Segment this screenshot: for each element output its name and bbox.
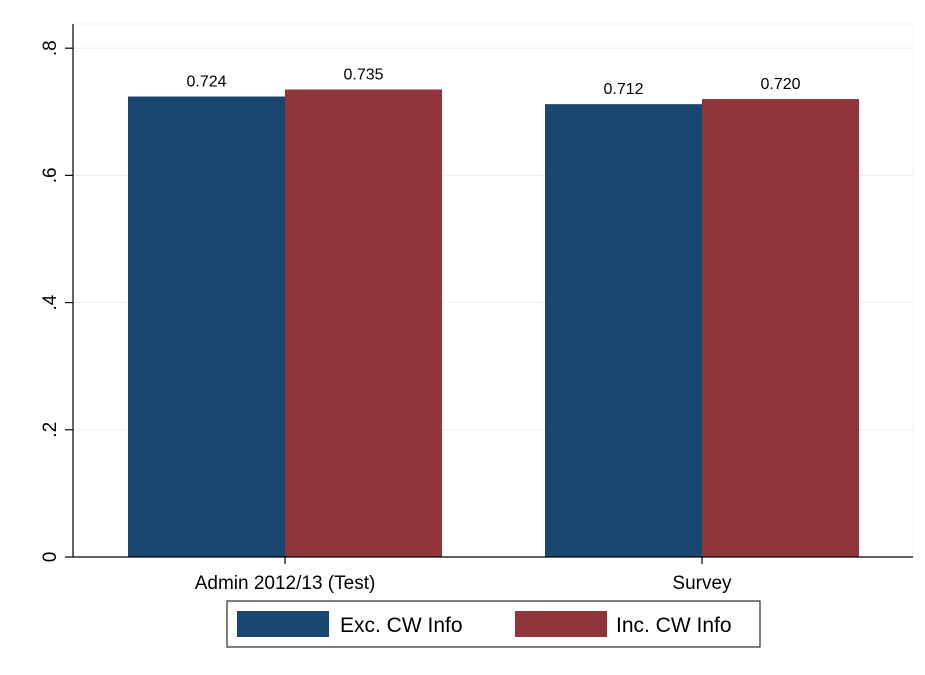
legend: Exc. CW Info Inc. CW Info	[226, 600, 761, 648]
x-tick-label: Admin 2012/13 (Test)	[195, 573, 376, 594]
x-tick-label: Survey	[672, 573, 732, 594]
y-tick-label: .4	[40, 294, 61, 310]
axes: 0 .2 .4 .6 .8 Admin 2012/13 (Test) Survey	[40, 24, 913, 594]
bar-value-label: 0.712	[603, 81, 643, 98]
legend-label-1: Inc. CW Info	[616, 614, 732, 637]
y-tick-label: 0	[40, 552, 61, 563]
y-tick-label: .2	[40, 422, 61, 438]
legend-swatch-0	[237, 611, 329, 637]
y-tick-label: .8	[40, 40, 61, 56]
bar-1-1	[702, 99, 859, 558]
bar-1-0	[285, 89, 442, 557]
bar-value-label: 0.724	[186, 74, 226, 91]
legend-label-0: Exc. CW Info	[340, 614, 463, 637]
bar-value-label: 0.720	[760, 76, 800, 93]
y-tick-label: .6	[40, 167, 61, 183]
bars: 0.724 0.712 0.735 0.720	[128, 67, 859, 558]
bar-0-1	[545, 104, 702, 557]
bar-value-label: 0.735	[343, 67, 383, 84]
bar-0-0	[128, 96, 285, 557]
legend-swatch-1	[515, 611, 607, 637]
